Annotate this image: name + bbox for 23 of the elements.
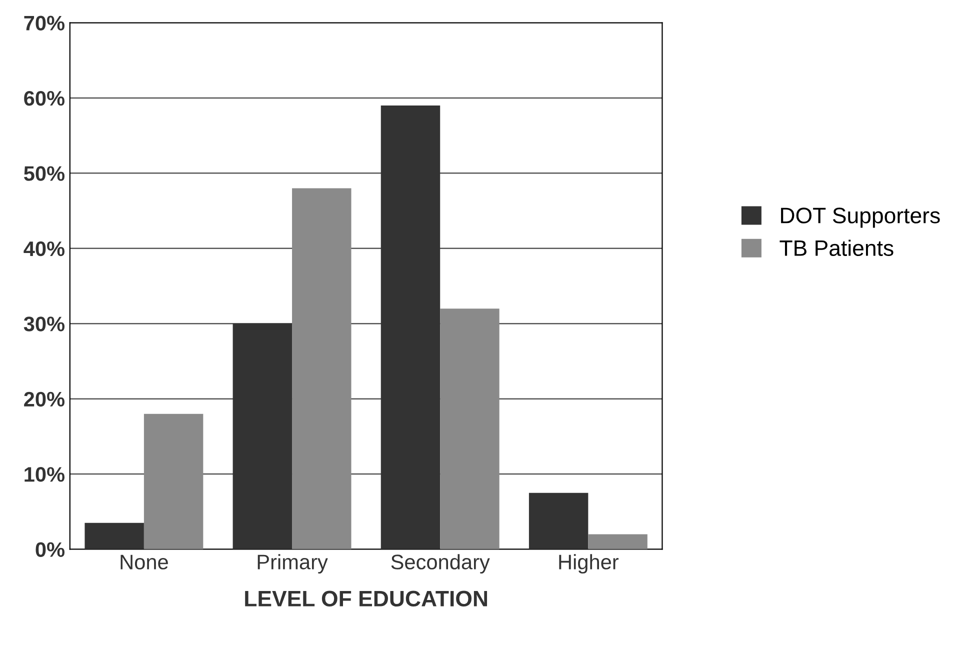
bar xyxy=(84,522,144,550)
x-tick-label: Primary xyxy=(258,554,328,574)
x-tick-label: Higher xyxy=(559,554,619,574)
bar xyxy=(232,324,292,550)
bar xyxy=(440,308,500,550)
bar xyxy=(528,492,588,550)
x-axis-title: LEVEL OF EDUCATION xyxy=(245,590,488,607)
bar xyxy=(588,534,648,550)
bar xyxy=(380,105,440,550)
y-tick-label: 20% xyxy=(24,392,65,407)
y-tick-label: 70% xyxy=(24,16,65,31)
legend-label: TB Patients xyxy=(780,240,894,256)
y-tick-label: 50% xyxy=(24,166,65,181)
y-tick-label: 0% xyxy=(36,542,64,558)
legend-label: DOT Supporters xyxy=(781,208,940,228)
y-tick-label: 30% xyxy=(24,316,65,332)
y-tick-label: 40% xyxy=(24,241,65,256)
y-tick-label: 60% xyxy=(24,90,65,106)
x-tick-label: None xyxy=(120,554,168,570)
x-tick-label: Secondary xyxy=(391,554,490,574)
y-tick-label: 10% xyxy=(24,467,65,482)
bar xyxy=(144,414,204,550)
bar xyxy=(292,188,352,550)
